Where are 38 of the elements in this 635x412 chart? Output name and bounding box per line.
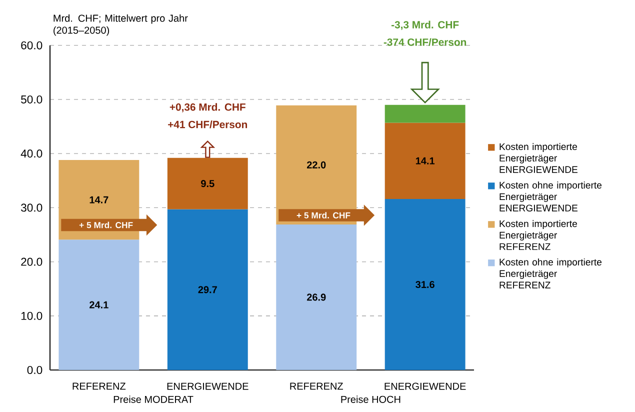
x-tick-label: REFERENZ bbox=[72, 382, 126, 390]
bar bbox=[384, 104, 466, 123]
data-label: 24.1 bbox=[90, 301, 108, 308]
y-tick-label: 40.0 bbox=[20, 150, 42, 158]
data-label: 29.7 bbox=[198, 286, 217, 294]
y-tick-label: 60.0 bbox=[21, 41, 42, 50]
text: -3,3 Mrd. CHF bbox=[391, 20, 459, 30]
data-label: 14.7 bbox=[90, 196, 108, 204]
annotation: +0,36 Mrd. CHF bbox=[170, 103, 246, 112]
x-tick-label: ENERGIEWENDE bbox=[384, 382, 466, 390]
bar bbox=[384, 122, 466, 200]
bar bbox=[58, 240, 140, 370]
y-tick-label: 50.0 bbox=[21, 95, 42, 104]
data-label: 9.5 bbox=[201, 180, 214, 188]
y-axis-title: Mrd. CHF; Mittelwert pro Jahr (2015–2050) bbox=[54, 14, 188, 36]
bar bbox=[167, 209, 248, 370]
data-label: 26.9 bbox=[306, 294, 326, 301]
text: Preise HOCH bbox=[341, 396, 400, 403]
data-label: 31.6 bbox=[416, 280, 434, 288]
annotation: -374 CHF/Person bbox=[384, 38, 466, 46]
annotation: +41 CHF/Person bbox=[168, 120, 248, 128]
y-tick-label: 0.0 bbox=[27, 366, 42, 374]
legend-label: Kosten ohne importierte Energieträger REFERENZ bbox=[500, 258, 602, 288]
annotation: + 5 Mrd. CHF bbox=[296, 212, 350, 218]
x-tick-label: REFERENZ bbox=[290, 382, 343, 390]
y-tick-label: 10.0 bbox=[21, 312, 42, 320]
data-label: 22.0 bbox=[306, 161, 326, 168]
legend-label: Kosten importierte Energieträger REFERENZ bbox=[500, 220, 577, 250]
text: Preise MODERAT bbox=[114, 396, 194, 403]
x-tick-label: ENERGIEWENDE bbox=[167, 382, 248, 390]
bar bbox=[384, 199, 466, 370]
y-tick-label: 20.0 bbox=[21, 258, 42, 266]
legend-label: Kosten importierte Energieträger ENERGIEWENDE bbox=[500, 143, 578, 173]
legend-label: Kosten ohne importierte Energieträger ENERGIEWENDE bbox=[500, 182, 602, 212]
bar bbox=[167, 158, 248, 210]
y-tick-label: 30.0 bbox=[21, 204, 42, 212]
annotation: + 5 Mrd. CHF bbox=[79, 222, 133, 228]
data-label: 14.1 bbox=[416, 157, 435, 164]
